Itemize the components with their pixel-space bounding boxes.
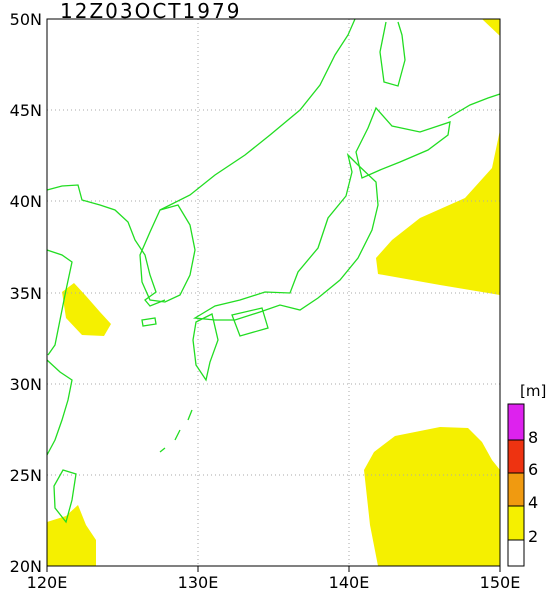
- coastline: [53, 469, 77, 524]
- coastlines: [46, 18, 501, 524]
- coastline: [141, 317, 157, 327]
- shaded-area: [482, 19, 500, 36]
- ticks: [46, 566, 501, 572]
- plot-frame: [46, 18, 501, 567]
- y-tick-label: 20N: [10, 557, 42, 576]
- y-tick-label: 50N: [10, 10, 42, 29]
- coastline: [46, 184, 166, 307]
- shaded-area: [364, 427, 500, 566]
- shaded-area: [47, 505, 96, 566]
- coastline: [447, 93, 501, 119]
- colorbar-unit: [m]: [520, 382, 546, 400]
- coastline: [379, 21, 406, 87]
- y-tick-label: 45N: [10, 101, 42, 120]
- coastline: [159, 409, 193, 453]
- coastline: [231, 307, 269, 337]
- colorbar-swatch: [507, 439, 525, 474]
- coastline: [355, 106, 451, 179]
- map-title: 12Z03OCT1979: [60, 0, 241, 23]
- colorbar-label: 8: [528, 428, 538, 447]
- colorbar-swatch: [507, 539, 525, 567]
- y-tick-label: 35N: [10, 284, 42, 303]
- x-tick-label: 150E: [480, 573, 521, 592]
- colorbar-label: 6: [528, 460, 538, 479]
- colorbar-swatch: [507, 505, 525, 541]
- coastline: [192, 152, 379, 321]
- colorbar-swatch: [507, 472, 525, 507]
- x-tick-label: 140E: [329, 573, 370, 592]
- shading: [47, 19, 500, 566]
- shaded-area: [62, 283, 111, 336]
- colorbar-label: 4: [528, 493, 538, 512]
- y-tick-label: 40N: [10, 192, 42, 211]
- y-tick-label: 30N: [10, 375, 42, 394]
- colorbar: [507, 403, 525, 567]
- x-tick-label: 120E: [27, 573, 68, 592]
- coastline: [159, 18, 356, 211]
- coastline: [46, 249, 73, 356]
- colorbar-swatch: [507, 403, 525, 441]
- shaded-area: [376, 130, 500, 295]
- x-tick-label: 130E: [178, 573, 219, 592]
- y-tick-label: 25N: [10, 466, 42, 485]
- coastline: [192, 313, 219, 382]
- colorbar-label: 2: [528, 527, 538, 546]
- coastline: [46, 359, 73, 456]
- coastline: [139, 204, 196, 303]
